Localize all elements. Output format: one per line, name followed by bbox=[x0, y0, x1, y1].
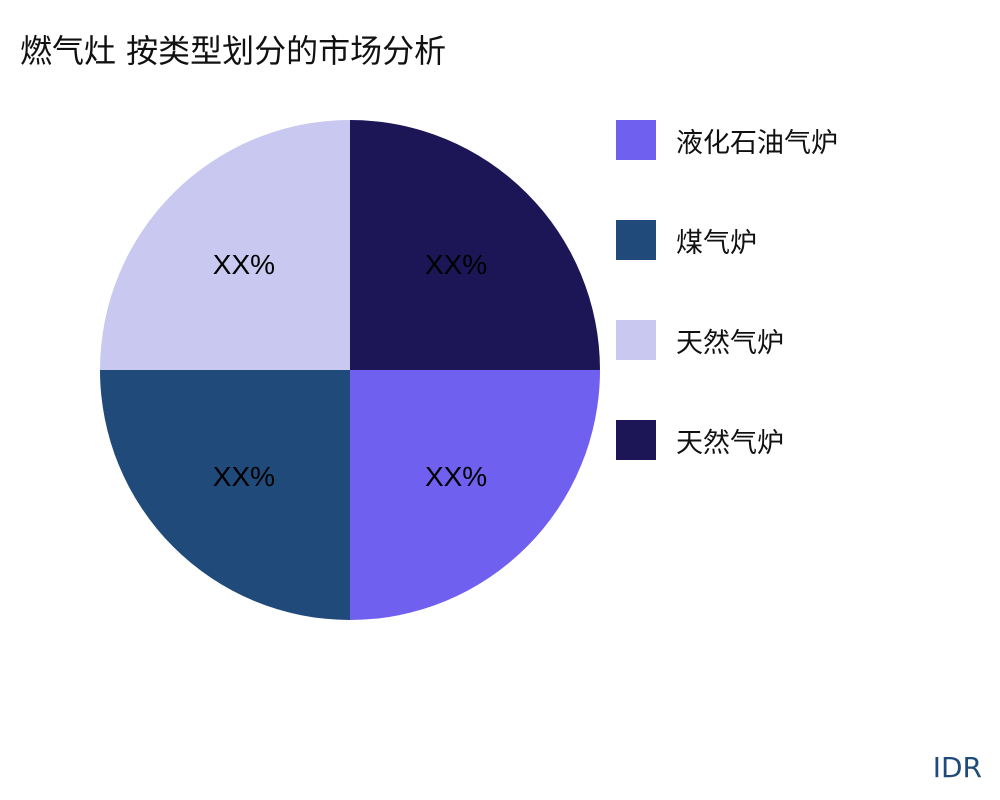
brand-logo: IDR bbox=[932, 751, 982, 784]
legend-item: 天然气炉 bbox=[616, 320, 838, 360]
legend-item: 煤气炉 bbox=[616, 220, 838, 260]
pie-slice bbox=[100, 370, 350, 620]
pie-slice bbox=[100, 120, 350, 370]
legend-swatch bbox=[616, 120, 656, 160]
legend-label: 天然气炉 bbox=[676, 327, 784, 359]
legend: 液化石油气炉 煤气炉 天然气炉 天然气炉 bbox=[616, 120, 838, 520]
legend-label: 液化石油气炉 bbox=[676, 127, 838, 159]
legend-item: 液化石油气炉 bbox=[616, 120, 838, 160]
pie-slice bbox=[350, 370, 600, 620]
legend-swatch bbox=[616, 320, 656, 360]
slice-data-label: XX% bbox=[213, 249, 275, 280]
slice-data-label: XX% bbox=[213, 461, 275, 492]
legend-swatch bbox=[616, 420, 656, 460]
pie-slice bbox=[350, 120, 600, 370]
chart-title: 燃气灶 按类型划分的市场分析 bbox=[20, 32, 447, 70]
legend-item: 天然气炉 bbox=[616, 420, 838, 460]
legend-label: 天然气炉 bbox=[676, 427, 784, 459]
legend-swatch bbox=[616, 220, 656, 260]
slice-data-label: XX% bbox=[425, 249, 487, 280]
legend-label: 煤气炉 bbox=[676, 227, 757, 259]
slice-data-label: XX% bbox=[425, 461, 487, 492]
